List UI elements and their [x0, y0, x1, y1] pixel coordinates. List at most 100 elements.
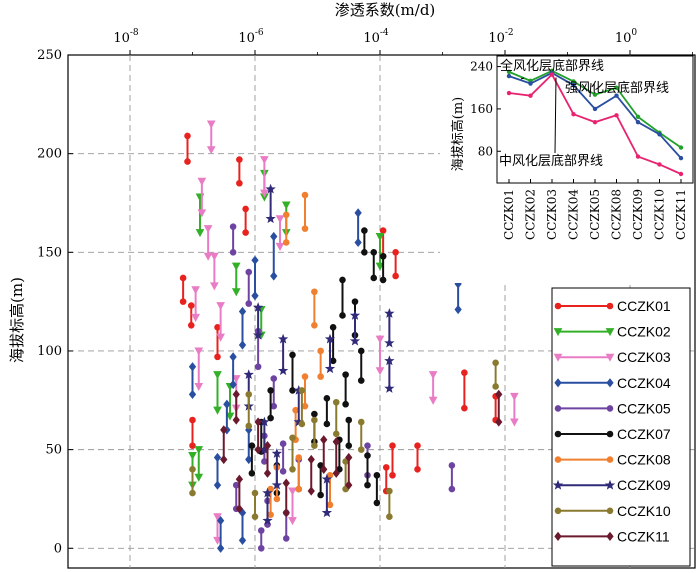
range-bottom-marker	[349, 335, 361, 346]
range-bottom-marker	[229, 379, 237, 390]
x-tick-label: 10-8	[113, 28, 139, 46]
legend-label: CCZK08	[617, 452, 671, 468]
legend-marker-left	[554, 378, 562, 388]
range-bottom-marker	[510, 418, 519, 427]
range-bottom-marker	[357, 377, 365, 384]
range-top-marker	[275, 215, 285, 224]
plot-frame	[67, 54, 696, 569]
legend-marker-right	[604, 479, 616, 490]
range-bottom-marker	[320, 464, 328, 474]
range-bottom-marker	[282, 535, 290, 542]
range-top-marker	[197, 177, 207, 186]
legend-item-cczk03: CCZK03	[553, 349, 671, 365]
inset-y-tick-label: 240	[470, 60, 493, 74]
range-top-marker	[301, 373, 309, 380]
range-top-marker	[231, 375, 241, 384]
range-top-marker	[265, 183, 276, 194]
range-bottom-marker	[289, 387, 296, 394]
range-top-marker	[243, 369, 254, 380]
range-top-marker	[216, 302, 225, 311]
range-top-marker	[257, 527, 265, 534]
range-bottom-marker	[332, 430, 340, 438]
range-top-marker	[282, 478, 290, 488]
range-bottom-marker	[354, 237, 362, 248]
range-bottom-marker	[375, 262, 385, 271]
inset-point	[635, 154, 641, 159]
y-axis-ticks: 0 50 100 150 200 250	[37, 48, 73, 556]
range-top-marker	[206, 120, 216, 129]
range-bottom-marker	[321, 507, 333, 518]
range-top-marker	[307, 454, 315, 465]
range-bottom-marker	[428, 396, 438, 405]
range-top-marker	[242, 205, 249, 213]
range-bottom-marker	[386, 513, 393, 521]
range-bottom-marker	[220, 454, 228, 465]
range-bottom-marker	[260, 189, 269, 198]
legend-marker-left	[554, 456, 562, 463]
x-tick-label: 100	[615, 28, 638, 46]
range-bottom-marker	[271, 479, 283, 490]
range-top-marker	[229, 223, 237, 230]
range-bottom-marker	[194, 382, 204, 392]
range-bottom-marker	[252, 329, 264, 340]
range-top-marker	[270, 375, 278, 382]
range-top-marker	[317, 347, 324, 355]
range-top-marker	[263, 441, 272, 451]
range-bottom-marker	[238, 340, 247, 350]
range-top-marker	[301, 191, 309, 199]
range-bottom-marker	[184, 158, 191, 165]
x-axis-title: 渗透系数(m/d)	[335, 1, 436, 19]
range-bottom-marker	[213, 406, 222, 415]
inset-x-tick-label: CCZK10	[653, 189, 667, 240]
range-bottom-marker	[298, 420, 306, 428]
series-cczk10	[189, 359, 574, 532]
range-top-marker	[187, 302, 195, 309]
legend-marker-left	[552, 479, 564, 490]
range-top-marker	[251, 489, 259, 497]
inset-x-tick-label: CCZK04	[567, 189, 581, 240]
y-tick-label: 250	[37, 48, 62, 63]
range-bottom-marker	[251, 513, 259, 521]
legend-item-cczk04: CCZK04	[554, 375, 671, 391]
inset-y-tick-label: 80	[478, 144, 493, 158]
y-axis-title: 海拔标高(m)	[8, 277, 26, 363]
range-bottom-marker	[214, 353, 221, 361]
range-bottom-marker	[216, 543, 225, 553]
range-top-marker	[345, 452, 353, 463]
inset-point	[678, 155, 684, 161]
legend-marker-right	[606, 302, 614, 310]
inset-point	[592, 106, 598, 112]
annotation-arrow	[520, 77, 525, 80]
range-bottom-marker	[332, 468, 340, 478]
legend-marker-left	[554, 430, 562, 438]
range-top-marker	[448, 462, 456, 469]
range-top-marker	[260, 156, 269, 165]
range-top-marker	[414, 442, 421, 449]
inset-point	[592, 92, 598, 97]
range-bottom-marker	[232, 415, 240, 425]
legend-item-cczk02: CCZK02	[553, 324, 671, 340]
range-bottom-marker	[245, 454, 253, 465]
range-bottom-marker	[238, 535, 247, 545]
range-top-marker	[223, 399, 231, 409]
range-top-marker	[321, 473, 333, 484]
range-bottom-marker	[317, 491, 324, 499]
x-tick-label: 10-6	[238, 28, 264, 46]
x-tick-label: 10-2	[488, 28, 513, 46]
range-top-marker	[311, 288, 318, 296]
legend-marker-right	[606, 456, 614, 463]
legend-label: CCZK07	[617, 426, 671, 442]
range-bottom-marker	[229, 249, 237, 256]
range-top-marker	[229, 352, 237, 362]
range-bottom-marker	[248, 469, 256, 477]
range-bottom-marker	[317, 373, 324, 380]
range-bottom-marker	[242, 229, 249, 236]
range-top-marker	[248, 442, 256, 449]
range-top-marker	[379, 227, 387, 234]
range-top-marker	[232, 389, 240, 399]
inset-point	[571, 112, 576, 117]
range-bottom-marker	[231, 288, 241, 297]
range-bottom-marker	[307, 486, 315, 496]
legend-marker-left	[554, 531, 562, 542]
range-top-marker	[510, 392, 519, 401]
